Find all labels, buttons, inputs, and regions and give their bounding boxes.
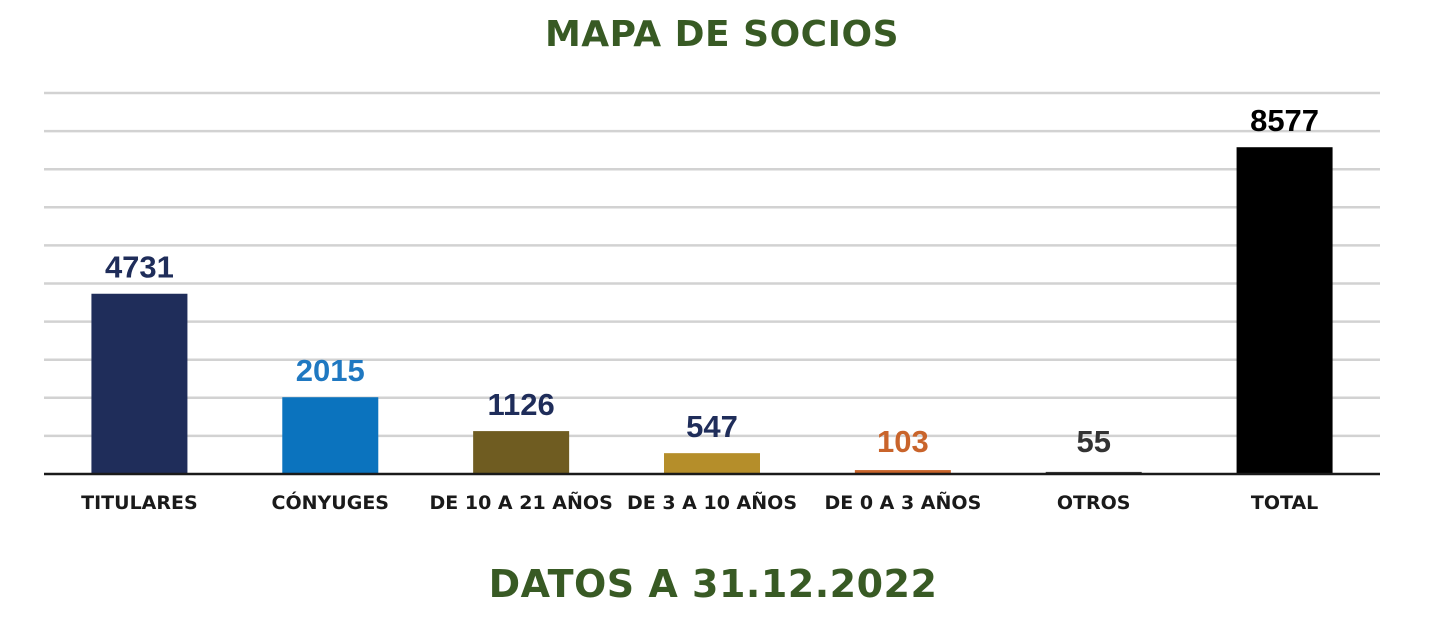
chart-subtitle: DATOS A 31.12.2022 [488,562,938,606]
value-label: 2015 [296,353,365,388]
x-tick-label: DE 0 A 3 AÑOS [824,490,981,514]
x-tick-label: DE 10 A 21 AÑOS [430,490,613,514]
value-label: 55 [1076,424,1110,459]
value-label: 4731 [105,250,174,285]
gridlines [44,91,1380,438]
x-tick-labels: TITULARES CÓNYUGES DE 10 A 21 AÑOS DE 3 A 1… [81,490,1318,514]
chart-title: MAPA DE SOCIOS [544,14,900,55]
x-tick-label: CÓNYUGES [272,490,389,514]
bar-4 [854,470,951,474]
bar-3 [664,453,760,474]
bar-1 [282,397,379,474]
value-label: 103 [877,424,929,459]
x-tick-label: TITULARES [81,492,198,514]
value-labels: 4731 2015 1126 547 103 55 8577 [105,103,1319,459]
bar-0 [91,293,188,474]
value-label: 547 [686,409,738,444]
value-label: 8577 [1250,103,1319,138]
x-tick-label: DE 3 A 10 AÑOS [627,490,797,514]
x-tick-label: TOTAL [1251,492,1318,514]
bars [91,147,1333,474]
bar-6 [1236,147,1333,474]
bar-2 [473,431,570,474]
value-label: 1126 [488,387,555,422]
x-tick-label: OTROS [1057,492,1131,514]
